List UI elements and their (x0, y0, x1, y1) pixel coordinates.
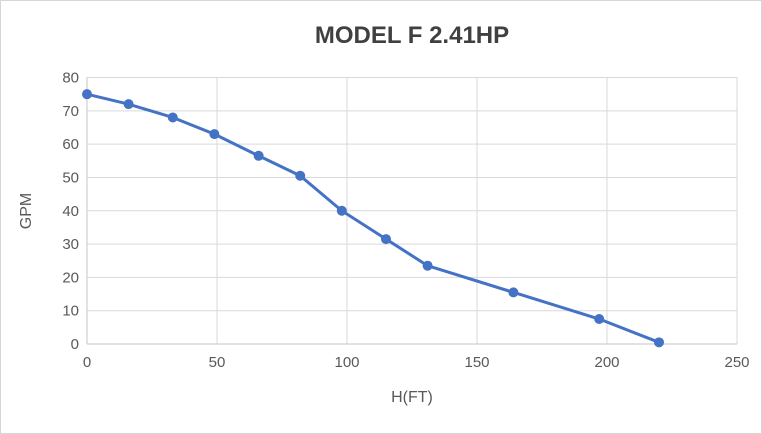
x-tick-label: 50 (209, 354, 226, 371)
data-point (82, 89, 92, 100)
data-point (295, 170, 306, 181)
y-tick-label: 0 (71, 336, 79, 353)
y-tick-label: 10 (62, 303, 79, 320)
data-point (654, 337, 664, 348)
x-axis-title: H(FT) (391, 389, 433, 406)
data-point (209, 129, 220, 140)
y-tick-label: 80 (62, 70, 79, 87)
x-tick-label: 250 (724, 354, 749, 371)
y-tick-label: 40 (62, 203, 79, 220)
x-tick-labels: 0 50 100 150 200 250 (83, 354, 750, 371)
y-tick-label: 30 (62, 236, 79, 253)
gridlines (86, 77, 738, 345)
y-tick-label: 60 (62, 136, 79, 153)
data-point (253, 150, 264, 161)
y-axis-title: GPM (18, 193, 35, 229)
x-tick-label: 100 (334, 354, 359, 371)
data-point (594, 314, 605, 325)
data-point (508, 287, 519, 298)
data-point (123, 99, 134, 110)
x-tick-label: 150 (464, 354, 489, 371)
y-tick-label: 70 (62, 103, 79, 120)
data-point (167, 112, 178, 123)
y-tick-label: 20 (62, 269, 79, 286)
x-tick-label: 200 (594, 354, 619, 371)
data-series-line (85, 92, 661, 344)
data-point-markers (82, 89, 664, 348)
axis-lines (86, 77, 737, 345)
y-tick-labels: 0 10 20 30 40 50 60 70 80 (62, 70, 79, 354)
y-tick-label: 50 (62, 169, 79, 186)
chart-title: MODEL F 2.41HP (315, 22, 509, 49)
data-point (381, 234, 391, 245)
data-point (336, 205, 347, 216)
x-tick-label: 0 (83, 354, 91, 371)
data-point (422, 260, 433, 271)
